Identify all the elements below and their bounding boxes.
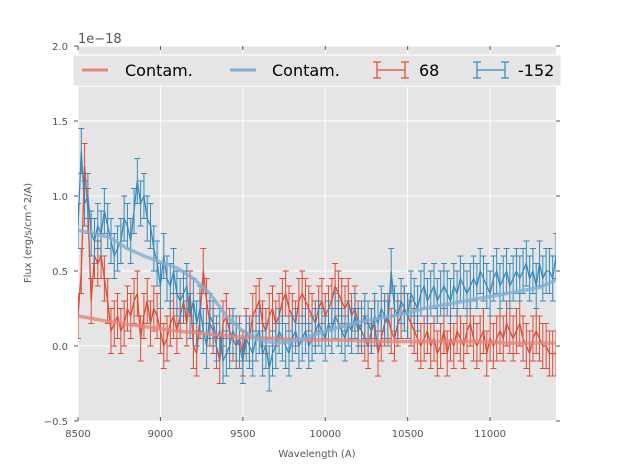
- x-tick-label: 10000: [309, 429, 341, 440]
- series-contam-68-: [78, 314, 556, 345]
- x-axis-label: Wavelength (A): [278, 449, 355, 460]
- y-tick-label: 1.5: [52, 117, 68, 128]
- legend-entry-68: 68: [373, 61, 439, 80]
- grid-lines: [77, 45, 556, 422]
- x-tick-label: 9000: [148, 429, 173, 440]
- legend-entry-contam-152: Contam.: [230, 61, 340, 80]
- y-tick-label: 0.5: [52, 267, 68, 278]
- legend-label: 68: [419, 61, 439, 80]
- data-line: [78, 150, 556, 369]
- x-tick-label: 9500: [230, 429, 255, 440]
- y-tick-label: 1.0: [52, 192, 68, 203]
- x-tick-label: 10500: [392, 429, 424, 440]
- y-offset-label: 1e−18: [78, 32, 122, 47]
- legend-label: Contam.: [272, 61, 340, 80]
- y-axis-label: Flux (erg/s/cm^2/A): [23, 183, 34, 283]
- legend: Contam. Contam. 68: [72, 54, 562, 87]
- series-group: [78, 128, 556, 392]
- y-axis-ticks: −0.5 0.0 0.5 1.0 1.5 2.0: [44, 42, 560, 428]
- y-tick-label: −0.5: [44, 417, 68, 428]
- x-tick-label: 8500: [65, 429, 90, 440]
- legend-errorbar-icon: [473, 61, 509, 79]
- legend-errorbar-icon: [373, 61, 409, 79]
- legend-entry-152: -152: [473, 61, 554, 80]
- legend-label: Contam.: [125, 61, 193, 80]
- contam-line: [78, 228, 556, 345]
- contam-line: [78, 314, 556, 345]
- x-tick-label: 11000: [474, 429, 506, 440]
- legend-entry-contam-68: Contam.: [82, 61, 193, 80]
- y-tick-label: 2.0: [52, 42, 68, 53]
- plot-background: [78, 46, 556, 421]
- series-layer: [78, 128, 556, 392]
- x-axis-ticks: 8500 9000 9500 10000 10500 11000: [65, 46, 506, 440]
- legend-label: -152: [518, 61, 554, 80]
- y-tick-label: 0.0: [52, 342, 68, 353]
- series-contam-152-: [78, 228, 556, 345]
- data-line: [78, 165, 556, 362]
